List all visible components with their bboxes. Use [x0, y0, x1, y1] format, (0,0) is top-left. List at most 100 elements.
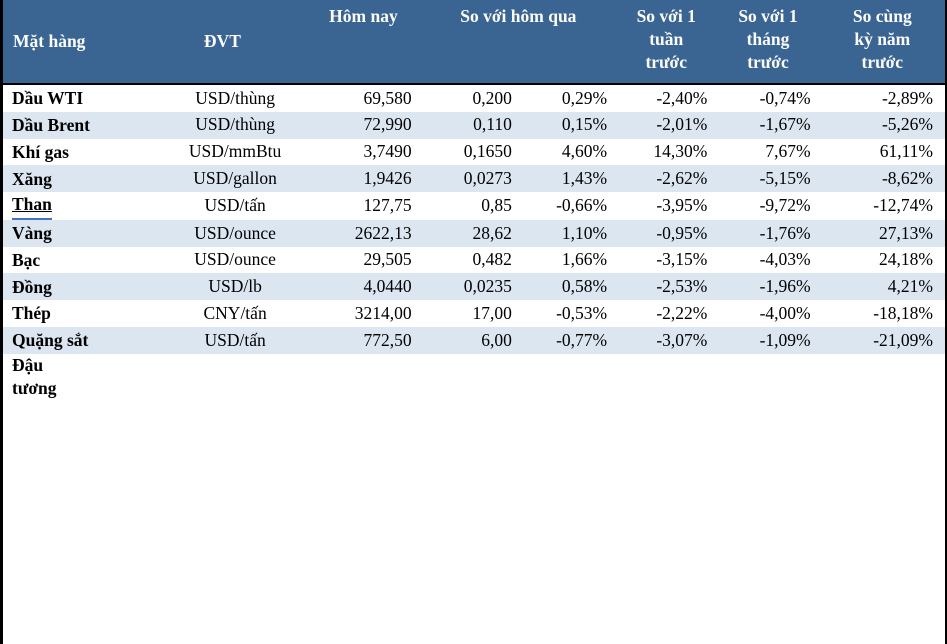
- table-row: Quặng sắt USD/tấn 772,50 6,00 -0,77% -3,07% -1…: [1, 327, 946, 354]
- header-today: Hôm nay: [306, 0, 421, 85]
- commodity-name: Vàng: [12, 223, 52, 244]
- commodity-name: Dầu WTI: [12, 88, 84, 109]
- commodity-table-body: Dầu WTI USD/thùng 69,580 0,200 0,29% -2,40% -0…: [1, 84, 947, 644]
- cell-week: -3,07%: [616, 327, 717, 354]
- cell-month: -4,00%: [759, 302, 811, 323]
- cell-today: 72,990: [306, 111, 421, 139]
- cell-change: 0,110: [420, 111, 521, 139]
- table-row: Xăng USD/gallon 1,9426 0,0273 1,43% -2,62% -5,…: [1, 165, 946, 193]
- cell-week: -1,32%: [616, 354, 716, 644]
- table-row: Vàng USD/ounce 2622,13 28,62 1,10% -0,95% -1,7…: [1, 219, 946, 247]
- cell-week: -3,95%: [656, 195, 708, 216]
- commodity-name: Khí gas: [12, 141, 69, 162]
- cell-unit: USD/tấn: [163, 327, 307, 354]
- cell-unit: USD/gallon: [163, 165, 307, 193]
- commodity-name: Đồng: [12, 276, 52, 297]
- header-vs-yesterday: So với hôm qua: [420, 0, 617, 85]
- cell-change-pct: 1,10%: [520, 219, 617, 247]
- cell-month: -1,76%: [716, 219, 820, 247]
- cell-month: 7,67%: [765, 141, 811, 162]
- cell-name: Đậu tương: [2, 353, 164, 644]
- cell-change-pct: 1,27%: [521, 354, 616, 644]
- cell-today: 4,0440: [306, 273, 421, 301]
- cell-unit: US cent/bushel: [164, 354, 306, 644]
- commodity-name: Thép: [12, 303, 51, 324]
- cell-today: 69,580: [363, 87, 412, 108]
- cell-name: Xăng: [1, 165, 164, 193]
- cell-change-pct: 1,66%: [561, 249, 608, 270]
- cell-week: -2,01%: [616, 111, 717, 139]
- cell-change: 17,00: [472, 302, 512, 323]
- header-vs-year: So cùng kỳ năm trước: [819, 0, 946, 85]
- cell-name: Thép: [2, 300, 164, 327]
- cell-today: 1,9426: [306, 165, 421, 193]
- table-row: Than USD/tấn 127,75 0,85 -0,66% -3,95% -9,72% -…: [2, 192, 947, 220]
- cell-name: Dầu Brent: [1, 111, 164, 139]
- header-vs-week: So với 1 tuần trước: [616, 0, 717, 85]
- cell-year: -2,89%: [881, 87, 933, 108]
- cell-today: 772,50: [306, 327, 421, 354]
- cell-change: 0,482: [472, 249, 512, 270]
- cell-year: -24,87%: [820, 354, 946, 644]
- cell-week: -0,95%: [616, 219, 717, 247]
- cell-today: 2622,13: [306, 219, 421, 247]
- commodity-name: Bạc: [12, 249, 41, 270]
- cell-month: -5,15%: [716, 165, 820, 193]
- cell-year: -18,18%: [873, 302, 933, 323]
- commodity-name: Quặng sắt: [12, 330, 89, 351]
- commodity-name: Xăng: [12, 168, 52, 189]
- cell-today: 127,75: [363, 195, 412, 216]
- cell-change-pct: 4,60%: [561, 141, 608, 162]
- cell-change-pct: -0,66%: [556, 195, 608, 216]
- table-row: Đồng USD/lb 4,0440 0,0235 0,58% -2,53% -1,96% 4…: [1, 273, 946, 301]
- table-row: Bạc USD/ounce 29,505 0,482 1,66% -3,15% -4,03%…: [2, 247, 947, 274]
- header-commodity: Mặt hàng: [1, 0, 164, 85]
- cell-change: 0,85: [481, 195, 512, 216]
- cell-name: Khí gas: [2, 139, 164, 166]
- commodity-link[interactable]: Than: [12, 192, 52, 220]
- cell-name: Vàng: [1, 219, 164, 247]
- cell-year: 24,18%: [879, 249, 933, 270]
- cell-change: 6,00: [420, 327, 521, 354]
- cell-name: Than: [2, 192, 164, 220]
- cell-change: 0,0273: [420, 165, 521, 193]
- table-row: Khí gas USD/mmBtu 3,7490 0,1650 4,60% 14,30% 7…: [2, 139, 947, 166]
- cell-month: -0,74%: [759, 87, 811, 108]
- cell-month: -9,72%: [759, 195, 811, 216]
- cell-change: 28,62: [420, 219, 521, 247]
- table-header: Mặt hàng ĐVT Hôm nay So với hôm qua So v…: [1, 0, 946, 85]
- cell-today: 29,505: [363, 249, 412, 270]
- cell-week: 14,30%: [653, 141, 708, 162]
- cell-unit: USD/tấn: [204, 195, 266, 216]
- cell-change-pct: 0,58%: [520, 273, 617, 301]
- cell-year: 4,21%: [819, 273, 946, 301]
- cell-month: -0,26%: [716, 354, 819, 644]
- table-row: Dầu Brent USD/thùng 72,990 0,110 0,15% -2,01%…: [1, 111, 946, 139]
- cell-today: 3214,00: [354, 302, 412, 323]
- cell-change: 12,25: [421, 354, 521, 644]
- cell-week: -2,53%: [616, 273, 717, 301]
- header-vs-month: So với 1 tháng trước: [716, 0, 820, 85]
- cell-year: 27,13%: [819, 219, 946, 247]
- cell-change: 0,1650: [463, 141, 512, 162]
- cell-today: 975,25: [306, 354, 420, 644]
- table-row: Thép CNY/tấn 3214,00 17,00 -0,53% -2,22% -4,00…: [2, 300, 947, 327]
- cell-unit: CNY/tấn: [203, 302, 267, 323]
- cell-change-pct: -0,77%: [520, 327, 617, 354]
- cell-week: -2,22%: [656, 302, 708, 323]
- cell-name: Dầu WTI: [2, 84, 164, 112]
- cell-month: -1,67%: [716, 111, 820, 139]
- table-row: Đậu tươngUS cent/bushel975,2512,251,27%-…: [2, 353, 947, 644]
- cell-month: -4,03%: [759, 249, 811, 270]
- cell-change: 0,0235: [420, 273, 521, 301]
- cell-month: -1,96%: [716, 273, 820, 301]
- cell-unit: USD/lb: [163, 273, 307, 301]
- cell-unit: USD/thùng: [163, 111, 307, 139]
- cell-week: -2,62%: [616, 165, 717, 193]
- cell-year: -5,26%: [819, 111, 946, 139]
- cell-name: Đồng: [1, 273, 164, 301]
- commodity-name: Đậu tương: [12, 353, 68, 644]
- table-row: Dầu WTI USD/thùng 69,580 0,200 0,29% -2,40% -0…: [2, 84, 947, 112]
